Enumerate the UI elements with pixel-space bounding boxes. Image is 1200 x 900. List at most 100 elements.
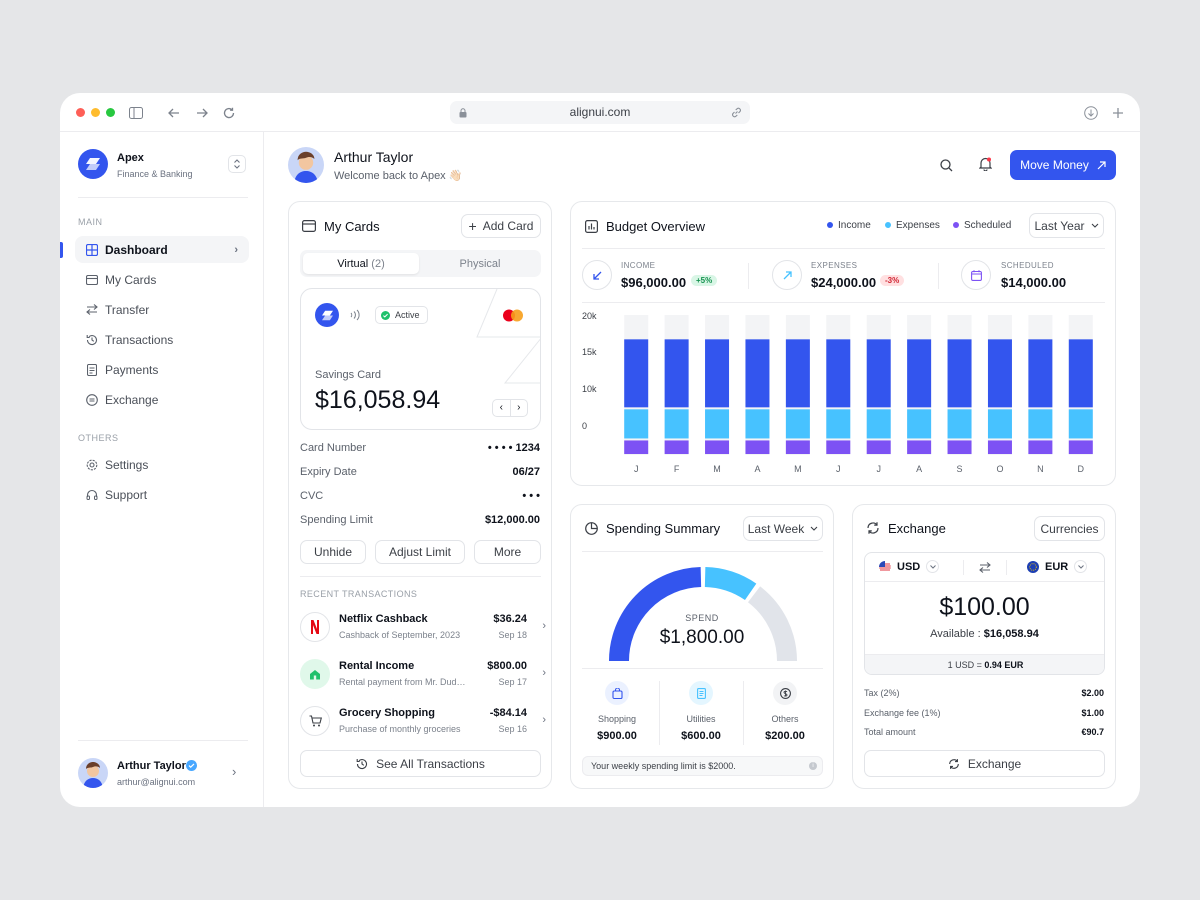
bar-segment-scheduled[interactable]: [907, 440, 932, 454]
bar-segment-scheduled[interactable]: [785, 440, 810, 454]
transaction-row[interactable]: Netflix Cashback Cashback of September, …: [289, 606, 551, 648]
download-icon[interactable]: [1083, 105, 1098, 120]
exchange-amount-input[interactable]: $100.00: [939, 593, 1030, 621]
x-tick-label: M: [794, 464, 802, 474]
cvc-label: CVC: [300, 490, 324, 502]
card-name: Savings Card: [315, 369, 382, 381]
bar-segment-income[interactable]: [947, 339, 972, 408]
history-icon: [356, 758, 368, 769]
bar-segment-expenses[interactable]: [826, 409, 851, 439]
bar-segment-income[interactable]: [987, 339, 1012, 408]
bar-segment-expenses[interactable]: [987, 409, 1012, 439]
sidebar-item-transactions[interactable]: Transactions: [75, 326, 249, 353]
bar-segment-expenses[interactable]: [745, 409, 770, 439]
bar-segment-expenses[interactable]: [907, 409, 932, 439]
user-profile-button[interactable]: Arthur Taylor arthur@alignui.com ›: [60, 746, 264, 802]
bar-segment-income[interactable]: [785, 339, 810, 408]
mastercard-logo-icon: [502, 308, 524, 322]
sidebar-item-transfer[interactable]: Transfer: [75, 296, 249, 323]
tab-physical[interactable]: Physical: [422, 253, 538, 274]
bar-segment-scheduled[interactable]: [1028, 440, 1053, 454]
sidebar-item-settings[interactable]: Settings: [75, 451, 249, 478]
spending-period-select[interactable]: Last Week: [743, 516, 823, 541]
bar-segment-income[interactable]: [1068, 339, 1093, 408]
sidebar-item-exchange[interactable]: Exchange: [75, 386, 249, 413]
bar-segment-expenses[interactable]: [1028, 409, 1053, 439]
savings-card[interactable]: Active Savings Card $16,058.94 ‹ ›: [300, 288, 541, 430]
budget-period-select[interactable]: Last Year: [1029, 213, 1104, 238]
to-currency: EUR: [1045, 560, 1069, 573]
sidebar-item-dashboard[interactable]: Dashboard ›: [75, 236, 249, 263]
currencies-button[interactable]: Currencies: [1034, 516, 1105, 541]
see-all-transactions-button[interactable]: See All Transactions: [300, 750, 541, 777]
bar-segment-scheduled[interactable]: [705, 440, 730, 454]
sidebar-item-support[interactable]: Support: [75, 481, 249, 508]
address-bar[interactable]: alignui.com: [450, 101, 750, 124]
bar-segment-expenses[interactable]: [947, 409, 972, 439]
to-currency-select[interactable]: EUR: [1027, 560, 1088, 573]
bar-segment-scheduled[interactable]: [745, 440, 770, 454]
maximize-window-dot[interactable]: [106, 108, 115, 117]
exchange-button[interactable]: Exchange: [864, 750, 1105, 777]
workspace-switch-button[interactable]: [228, 155, 246, 173]
sidebar-item-label: Exchange: [105, 392, 159, 407]
transaction-row[interactable]: Rental Income Rental payment from Mr. Du…: [289, 653, 551, 695]
info-icon[interactable]: i: [809, 762, 817, 770]
bar-segment-expenses[interactable]: [1068, 409, 1093, 439]
add-card-button[interactable]: + Add Card: [461, 214, 541, 238]
search-icon[interactable]: [938, 157, 954, 173]
bar-segment-income[interactable]: [1028, 339, 1053, 408]
bar-segment-income[interactable]: [705, 339, 730, 408]
bar-segment-scheduled[interactable]: [947, 440, 972, 454]
bar-segment-scheduled[interactable]: [826, 440, 851, 454]
more-button[interactable]: More: [474, 540, 541, 564]
bar-segment-income[interactable]: [745, 339, 770, 408]
x-tick-label: J: [836, 464, 841, 474]
bar-segment-expenses[interactable]: [624, 409, 649, 439]
reload-icon[interactable]: [221, 105, 237, 121]
bar-segment-scheduled[interactable]: [866, 440, 891, 454]
chevron-left-icon[interactable]: ‹: [493, 400, 511, 416]
move-money-label: Move Money: [1020, 158, 1089, 172]
bar-segment-expenses[interactable]: [705, 409, 730, 439]
add-card-label: Add Card: [482, 219, 534, 233]
adjust-limit-button[interactable]: Adjust Limit: [375, 540, 465, 564]
arrow-down-left-icon: [582, 260, 612, 290]
bar-segment-expenses[interactable]: [664, 409, 689, 439]
transaction-row[interactable]: Grocery Shopping Purchase of monthly gro…: [289, 700, 551, 742]
chevron-right-icon[interactable]: ›: [517, 402, 521, 413]
bar-segment-income[interactable]: [664, 339, 689, 408]
bar-segment-scheduled[interactable]: [1068, 440, 1093, 454]
brand-name: Apex: [117, 152, 144, 164]
chevron-right-icon: ›: [542, 714, 546, 726]
transaction-subtitle: Purchase of monthly groceries: [339, 724, 461, 734]
sidebar-item-payments[interactable]: Payments: [75, 356, 249, 383]
swap-icon[interactable]: [978, 561, 992, 574]
sidebar-item-my-cards[interactable]: My Cards: [75, 266, 249, 293]
gear-icon: [85, 458, 98, 471]
category-label: Shopping: [597, 714, 637, 724]
bar-segment-income[interactable]: [624, 339, 649, 408]
minimize-window-dot[interactable]: [91, 108, 100, 117]
move-money-button[interactable]: Move Money: [1010, 150, 1116, 180]
bar-segment-scheduled[interactable]: [987, 440, 1012, 454]
back-arrow-icon[interactable]: [166, 105, 182, 121]
sidebar-toggle-icon[interactable]: [128, 105, 144, 121]
chevron-right-icon: ›: [542, 620, 546, 632]
tab-virtual[interactable]: Virtual (2): [303, 253, 419, 274]
bell-icon[interactable]: [977, 156, 993, 172]
card-balance: $16,058.94: [315, 386, 441, 414]
bar-segment-income[interactable]: [866, 339, 891, 408]
forward-arrow-icon[interactable]: [194, 105, 210, 121]
bar-segment-income[interactable]: [826, 339, 851, 408]
new-tab-icon[interactable]: [1110, 105, 1125, 120]
bar-segment-expenses[interactable]: [866, 409, 891, 439]
bar-segment-expenses[interactable]: [785, 409, 810, 439]
bar-segment-scheduled[interactable]: [664, 440, 689, 454]
bar-segment-income[interactable]: [907, 339, 932, 408]
link-icon[interactable]: [731, 107, 742, 118]
close-window-dot[interactable]: [76, 108, 85, 117]
from-currency-select[interactable]: USD: [879, 560, 940, 573]
bar-segment-scheduled[interactable]: [624, 440, 649, 454]
unhide-button[interactable]: Unhide: [300, 540, 366, 564]
